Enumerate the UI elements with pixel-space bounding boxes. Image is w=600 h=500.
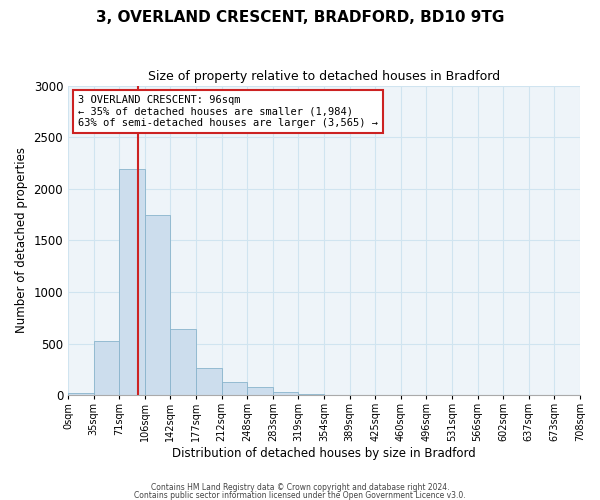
Bar — [196, 368, 221, 395]
Text: Contains HM Land Registry data © Crown copyright and database right 2024.: Contains HM Land Registry data © Crown c… — [151, 484, 449, 492]
Text: 3, OVERLAND CRESCENT, BRADFORD, BD10 9TG: 3, OVERLAND CRESCENT, BRADFORD, BD10 9TG — [96, 10, 504, 25]
Bar — [119, 169, 145, 395]
Bar — [247, 388, 273, 395]
Text: 3 OVERLAND CRESCENT: 96sqm
← 35% of detached houses are smaller (1,984)
63% of s: 3 OVERLAND CRESCENT: 96sqm ← 35% of deta… — [78, 95, 378, 128]
Bar — [298, 394, 324, 395]
Title: Size of property relative to detached houses in Bradford: Size of property relative to detached ho… — [148, 70, 500, 83]
Text: Contains public sector information licensed under the Open Government Licence v3: Contains public sector information licen… — [134, 490, 466, 500]
Bar — [94, 342, 119, 395]
Bar — [273, 392, 298, 395]
Bar — [145, 214, 170, 395]
Bar — [324, 394, 350, 395]
Bar — [170, 329, 196, 395]
Bar — [68, 392, 94, 395]
Y-axis label: Number of detached properties: Number of detached properties — [15, 148, 28, 334]
X-axis label: Distribution of detached houses by size in Bradford: Distribution of detached houses by size … — [172, 447, 476, 460]
Bar — [221, 382, 247, 395]
